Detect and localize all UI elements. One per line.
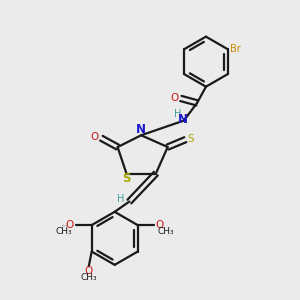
Text: Br: Br [230, 44, 241, 54]
Text: CH₃: CH₃ [158, 227, 175, 236]
Text: S: S [188, 134, 194, 143]
Text: N: N [177, 113, 188, 127]
Text: O: O [155, 220, 164, 230]
Text: S: S [122, 172, 131, 185]
Text: H: H [118, 194, 125, 204]
Text: H: H [174, 109, 181, 119]
Text: O: O [170, 94, 178, 103]
Text: O: O [85, 266, 93, 276]
Text: methoxy: methoxy [61, 224, 68, 226]
Text: O: O [66, 220, 74, 230]
Text: CH₃: CH₃ [56, 227, 72, 236]
Text: N: N [136, 124, 146, 136]
Text: CH₃: CH₃ [80, 273, 97, 282]
Text: O: O [90, 132, 98, 142]
